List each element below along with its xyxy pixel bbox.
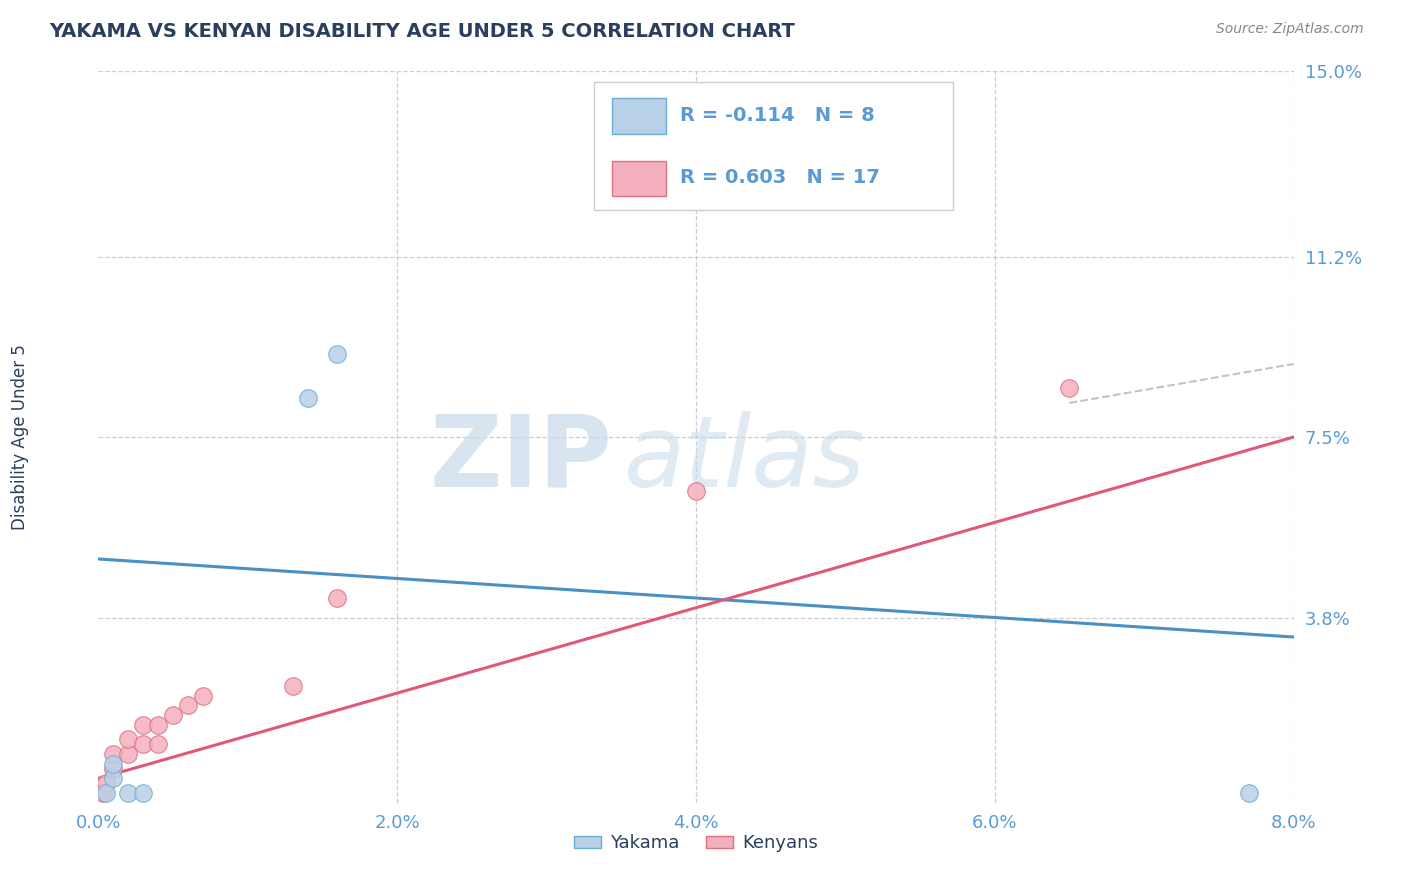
- Legend: Yakama, Kenyans: Yakama, Kenyans: [567, 827, 825, 860]
- Point: [103, 747, 125, 761]
- Point: [117, 747, 139, 761]
- Point: [162, 708, 184, 723]
- Y-axis label: Disability Age Under 5: Disability Age Under 5: [11, 344, 30, 530]
- Text: YAKAMA VS KENYAN DISABILITY AGE UNDER 5 CORRELATION CHART: YAKAMA VS KENYAN DISABILITY AGE UNDER 5 …: [49, 22, 794, 41]
- Point: [117, 786, 139, 800]
- Point: [103, 762, 125, 776]
- FancyBboxPatch shape: [613, 161, 666, 195]
- Point: [177, 698, 200, 713]
- Point: [326, 591, 349, 605]
- Point: [94, 776, 117, 790]
- Point: [685, 483, 707, 498]
- Text: ZIP: ZIP: [429, 410, 613, 508]
- Point: [297, 391, 319, 405]
- Point: [117, 732, 139, 747]
- Point: [94, 786, 117, 800]
- FancyBboxPatch shape: [595, 82, 953, 211]
- Point: [132, 786, 155, 800]
- Point: [1059, 381, 1081, 395]
- Point: [191, 689, 214, 703]
- Text: atlas: atlas: [624, 410, 866, 508]
- Point: [132, 718, 155, 732]
- Point: [148, 737, 170, 751]
- Text: R = -0.114   N = 8: R = -0.114 N = 8: [681, 106, 875, 125]
- Point: [148, 718, 170, 732]
- FancyBboxPatch shape: [613, 98, 666, 134]
- Point: [103, 756, 125, 771]
- Text: R = 0.603   N = 17: R = 0.603 N = 17: [681, 168, 880, 187]
- Point: [326, 347, 349, 361]
- Point: [1237, 786, 1260, 800]
- Point: [103, 772, 125, 786]
- Point: [281, 679, 304, 693]
- Point: [132, 737, 155, 751]
- Point: [91, 786, 114, 800]
- Text: Source: ZipAtlas.com: Source: ZipAtlas.com: [1216, 22, 1364, 37]
